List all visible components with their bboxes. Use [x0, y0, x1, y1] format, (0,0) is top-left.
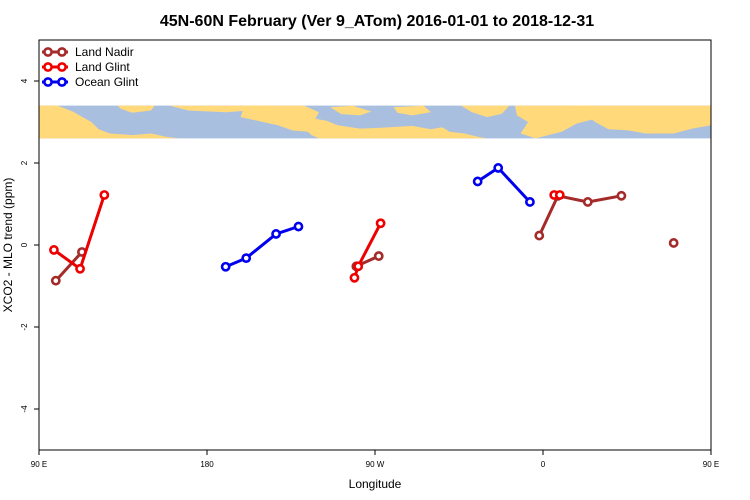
- land-glint-point-0-1: [75, 263, 85, 274]
- map-land-4: [460, 105, 510, 118]
- land-glint-point-0-2: [99, 190, 110, 200]
- data-layer: [49, 163, 679, 286]
- ocean-glint-point-1-1: [493, 163, 504, 173]
- ocean-glint-point-1-2: [525, 197, 535, 207]
- land-nadir-point-1-0: [373, 251, 384, 261]
- y-axis: -4 -2 0 2 4: [20, 78, 39, 413]
- ocean-glint-point-0-2: [271, 229, 281, 239]
- land-glint-point-0-0: [49, 245, 59, 255]
- map-land-5: [515, 105, 596, 139]
- land-glint-point-1-0: [349, 272, 360, 283]
- y-tick-label-0: -4: [20, 405, 29, 413]
- x-tick-label-4: 90 E: [703, 460, 719, 469]
- chart-title: 45N-60N February (Ver 9_ATom) 2016-01-01…: [160, 13, 594, 30]
- map-land-6: [572, 105, 711, 134]
- legend-label-ocean-glint: Ocean Glint: [75, 75, 139, 89]
- land-nadir-line-2: [537, 194, 622, 237]
- x-tick-label-1: 180: [200, 460, 214, 469]
- land-nadir-point-2-2: [582, 197, 593, 207]
- land-nadir-point-0-0: [50, 275, 61, 286]
- ocean-glint-point-0-1: [241, 253, 252, 264]
- legend-label-land-nadir: Land Nadir: [75, 45, 134, 59]
- legend-label-land-glint: Land Glint: [75, 60, 130, 74]
- y-tick-label-1: -2: [20, 323, 29, 331]
- land-nadir-line-0: [54, 250, 84, 282]
- land-nadir-point-2-0: [534, 230, 545, 241]
- map-land-8: [393, 105, 431, 116]
- map-land-0: [39, 105, 179, 139]
- y-tick-label-3: 2: [20, 160, 29, 165]
- legend-marker-land-glint: [43, 62, 53, 72]
- land-glint-point-1-2: [375, 218, 386, 229]
- map-land-2: [169, 105, 267, 113]
- map-land-7: [330, 105, 372, 116]
- legend-marker2-land-nadir: [57, 47, 67, 57]
- land-glint-point-2-1: [554, 190, 565, 200]
- x-tick-label-3: 0: [541, 460, 546, 469]
- legend-marker2-ocean-glint: [57, 77, 67, 87]
- land-glint-point-1-1: [353, 261, 364, 272]
- legend-marker-ocean-glint: [43, 77, 53, 87]
- y-axis-label: XCO2 - MLO trend (ppm): [1, 178, 15, 313]
- map-land-3: [240, 105, 487, 139]
- legend-marker2-land-glint: [57, 62, 67, 72]
- ocean-glint-point-0-0: [220, 261, 231, 272]
- x-axis: 90 E 180 90 W 0 90 E: [31, 450, 719, 469]
- ocean-glint-line-0: [225, 225, 299, 269]
- land-nadir-point-2-3: [616, 190, 627, 201]
- land-nadir-point-3-0: [668, 238, 679, 248]
- map-land-1: [117, 105, 155, 113]
- legend-marker-land-nadir: [43, 47, 53, 57]
- x-tick-label-2: 90 W: [366, 460, 385, 469]
- world-map-strip: [39, 105, 711, 139]
- y-tick-label-2: 0: [20, 242, 29, 247]
- ocean-glint-point-0-3: [293, 221, 304, 232]
- x-axis-label: Longitude: [349, 477, 402, 491]
- ocean-glint-point-1-0: [472, 176, 483, 187]
- x-tick-label-0: 90 E: [31, 460, 47, 469]
- y-tick-label-4: 4: [20, 78, 29, 83]
